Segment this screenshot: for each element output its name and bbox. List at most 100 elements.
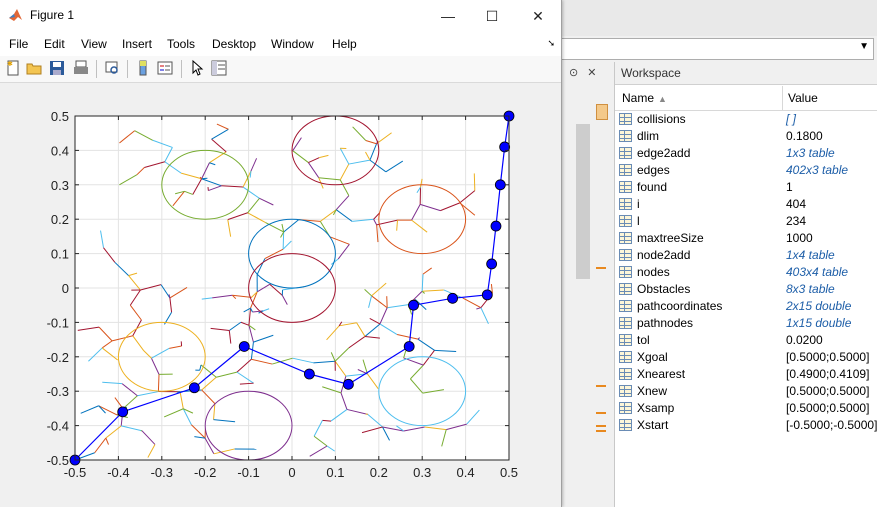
workspace-row-pathnodes[interactable]: pathnodes 1x15 double [615, 315, 877, 332]
tree-edge [132, 335, 145, 351]
workspace-panel: Workspace Name ▲ Value collisions [ ] dlim 0… [614, 62, 877, 507]
workspace-row-i[interactable]: i 404 [615, 196, 877, 213]
menu-desktop[interactable]: Desktop [212, 37, 257, 51]
variable-name: pathcoordinates [637, 299, 723, 313]
numeric-variable-icon [619, 130, 632, 142]
workspace-row-l[interactable]: l 234 [615, 213, 877, 230]
tree-edge [462, 297, 482, 309]
menu-tools[interactable]: Tools [167, 37, 196, 51]
tree-edge [424, 426, 447, 431]
print-preview-icon[interactable] [103, 59, 121, 77]
workspace-row-Xnew[interactable]: Xnew [0.5000;0.5000] [615, 383, 877, 400]
tree-edge [362, 359, 368, 374]
tree-edge [411, 204, 421, 221]
minimize-icon[interactable]: — [441, 8, 455, 24]
tree-edge [250, 291, 258, 309]
workspace-row-found[interactable]: found 1 [615, 179, 877, 196]
tree-edge [182, 408, 192, 425]
path-node-marker [499, 141, 511, 153]
scrollbar-thumb[interactable] [576, 124, 590, 279]
menu-window[interactable]: Window [271, 37, 314, 51]
tree-edge [122, 395, 138, 410]
tree-edge [313, 420, 323, 437]
value-column-header[interactable]: Value [788, 91, 818, 105]
variable-value: 1x4 table [786, 248, 835, 262]
sort-ascending-icon: ▲ [658, 94, 667, 104]
x-tick-label: 0.2 [370, 465, 388, 480]
menu-edit[interactable]: Edit [44, 37, 65, 51]
tree-edge [252, 310, 264, 313]
workspace-row-Xgoal[interactable]: Xgoal [0.5000;0.5000] [615, 349, 877, 366]
tree-edge [292, 150, 309, 163]
svg-text:✱: ✱ [7, 60, 13, 68]
tree-edge [151, 358, 160, 375]
workspace-row-Obstacles[interactable]: Obstacles 8x3 table [615, 281, 877, 298]
workspace-row-edge2add[interactable]: edge2add 1x3 table [615, 145, 877, 162]
tree-edge [143, 350, 152, 359]
maximize-icon[interactable]: ☐ [485, 8, 499, 24]
tree-edge [152, 139, 173, 148]
workspace-row-nodes[interactable]: nodes 403x4 table [615, 264, 877, 281]
workspace-row-dlim[interactable]: dlim 0.1800 [615, 128, 877, 145]
open-folder-icon[interactable] [25, 59, 43, 77]
tree-edge [348, 336, 366, 349]
figure-window: Figure 1 — ☐ ✕ File Edit View Insert Too… [0, 0, 562, 507]
variable-value: 1x15 double [786, 316, 852, 330]
name-column-header[interactable]: Name ▲ [622, 91, 667, 105]
x-tick-label: 0.3 [413, 465, 431, 480]
workspace-row-Xsamp[interactable]: Xsamp [0.5000;0.5000] [615, 400, 877, 417]
obstacle-circle [378, 184, 467, 255]
close-icon[interactable]: ✕ [532, 8, 544, 24]
variable-name: nodes [637, 265, 670, 279]
tree-edge [417, 338, 435, 351]
legend-icon[interactable] [156, 59, 174, 77]
variable-name: maxtreeSize [637, 231, 704, 245]
tree-edge [221, 185, 244, 188]
tree-edge [396, 334, 419, 340]
chevron-down-icon[interactable]: ▼ [859, 41, 869, 52]
tree-edge [105, 437, 109, 445]
tree-edge [421, 274, 424, 292]
variable-value: 8x3 table [786, 282, 835, 296]
print-icon[interactable] [72, 59, 90, 77]
variable-name: pathnodes [637, 316, 694, 330]
close-panel-icon[interactable]: ✕ [587, 67, 597, 79]
current-folder-combobox[interactable]: ▼ [560, 38, 874, 60]
workspace-row-collisions[interactable]: collisions [ ] [615, 111, 877, 128]
workspace-row-tol[interactable]: tol 0.0200 [615, 332, 877, 349]
tree-edge [236, 371, 254, 384]
workspace-row-Xnearest[interactable]: Xnearest [0.4900;0.4109] [615, 366, 877, 383]
tree-edge [208, 185, 222, 192]
tree-edge [175, 190, 185, 195]
new-file-icon[interactable]: ✱ [4, 59, 22, 77]
y-tick-label: 0.3 [51, 178, 69, 193]
menu-insert[interactable]: Insert [122, 37, 153, 51]
colorbar-icon[interactable] [134, 59, 152, 77]
rrt-plot[interactable]: -0.5 -0.4 -0.3 -0.2 -0.1 0 0.1 0.2 0.3 0.4 0.5 0.5 0… [0, 83, 561, 507]
tree-edge [105, 425, 122, 439]
menu-view[interactable]: View [81, 37, 107, 51]
undock-arrow-icon[interactable]: ➘ [547, 38, 555, 48]
tree-edge [364, 335, 380, 339]
save-icon[interactable] [48, 59, 66, 77]
property-inspector-icon[interactable] [210, 59, 228, 77]
workspace-row-Xstart[interactable]: Xstart [-0.5000;-0.5000] [615, 417, 877, 434]
tree-edge [191, 424, 206, 439]
tree-edge [228, 330, 232, 344]
workspace-row-node2add[interactable]: node2add 1x4 table [615, 247, 877, 264]
column-divider[interactable] [782, 86, 783, 110]
variable-value: 0.0200 [786, 333, 823, 347]
workspace-row-pathcoordinates[interactable]: pathcoordinates 2x15 double [615, 298, 877, 315]
matlab-logo-icon [9, 9, 22, 21]
menu-file[interactable]: File [9, 37, 29, 51]
menu-help[interactable]: Help [332, 37, 357, 51]
tree-edge [201, 178, 222, 187]
variable-value: 1x3 table [786, 146, 835, 160]
numeric-variable-icon [619, 198, 632, 210]
panel-menu-icon[interactable]: ⊙ [569, 67, 579, 79]
workspace-row-edges[interactable]: edges 402x3 table [615, 162, 877, 179]
tree-edge [387, 304, 409, 309]
pointer-icon[interactable] [188, 59, 206, 77]
workspace-row-maxtreeSize[interactable]: maxtreeSize 1000 [615, 230, 877, 247]
panel-controls[interactable]: ⊙ ✕ [569, 66, 597, 79]
